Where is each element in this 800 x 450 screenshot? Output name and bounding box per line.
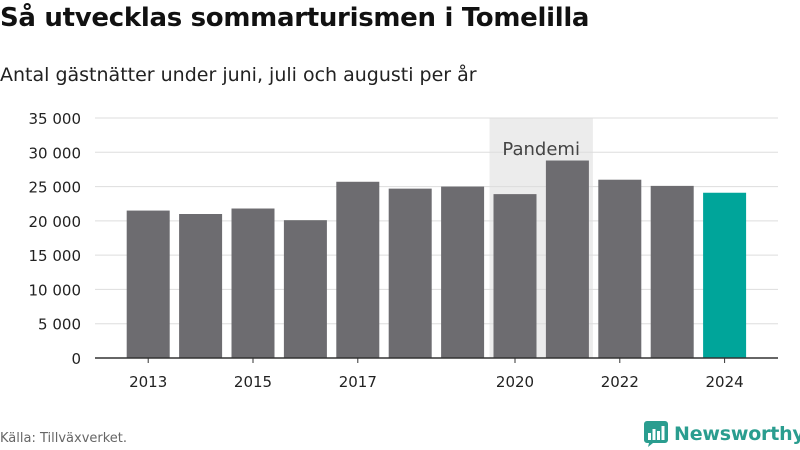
x-tick-label: 2024 [706, 373, 744, 391]
brand-name: Newsworthy [674, 423, 800, 445]
bar-2015 [231, 208, 275, 358]
y-tick-label: 15 000 [29, 247, 82, 265]
bar-2017 [336, 181, 380, 358]
bar-2014 [179, 214, 223, 358]
brand-logo: Newsworthy [644, 420, 800, 448]
y-tick-label: 10 000 [29, 281, 82, 299]
x-tick-label: 2020 [496, 373, 534, 391]
chart-subtitle: Antal gästnätter under juni, juli och au… [0, 64, 477, 86]
y-tick-label: 25 000 [29, 179, 82, 197]
bar-2019 [441, 186, 485, 358]
bar-2022 [598, 179, 642, 358]
y-tick-label: 35 000 [29, 110, 82, 128]
chart-title: Så utvecklas sommarturismen i Tomelilla [0, 3, 590, 33]
y-tick-label: 20 000 [29, 213, 82, 231]
bar-2024 [703, 192, 747, 358]
bar-2023 [650, 185, 694, 358]
source-note: Källa: Tillväxverket. [0, 431, 128, 446]
y-tick-label: 30 000 [29, 144, 82, 162]
bar-2020 [493, 194, 537, 358]
bar-2016 [283, 220, 327, 358]
x-tick-label: 2015 [234, 373, 272, 391]
bar-2013 [126, 210, 170, 358]
x-tick-label: 2013 [129, 373, 167, 391]
bar-2018 [388, 188, 432, 358]
annotation-label: Pandemi [502, 139, 580, 160]
bar-2021 [545, 160, 589, 358]
x-tick-label: 2022 [601, 373, 639, 391]
y-tick-label: 0 [71, 350, 81, 368]
bar-chart-logo-icon [644, 421, 668, 447]
y-tick-label: 5 000 [38, 316, 81, 334]
x-tick-label: 2017 [339, 373, 377, 391]
